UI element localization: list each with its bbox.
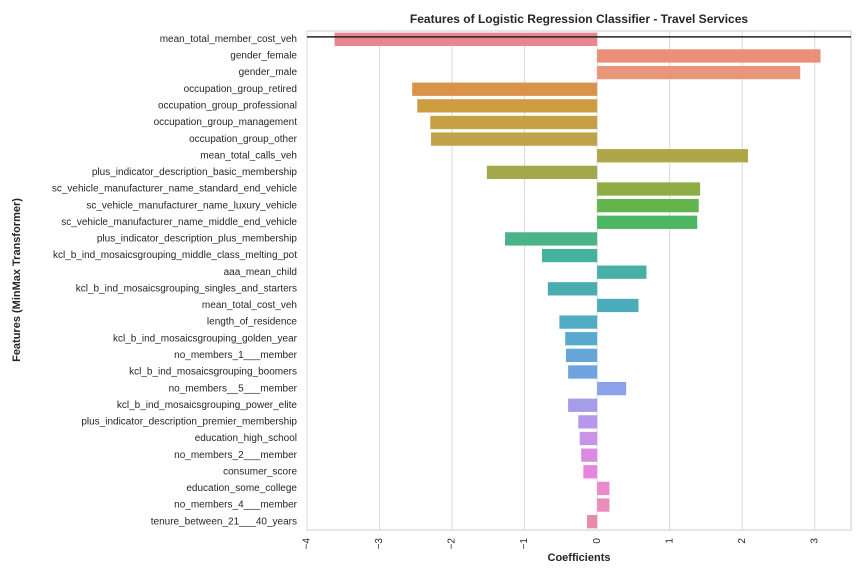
y-tick-label: education_high_school (195, 433, 297, 444)
bar (542, 248, 598, 263)
y-tick-label: gender_male (239, 67, 298, 78)
y-tick-label: kcl_b_ind_mosaicsgrouping_power_elite (117, 400, 298, 411)
y-tick-label: consumer_score (223, 466, 297, 477)
bar (334, 32, 598, 46)
x-tick-label: −2 (447, 538, 458, 550)
y-tick-label: plus_indicator_description_plus_membersh… (97, 234, 298, 245)
bar (597, 182, 701, 196)
x-tick-label: 2 (737, 538, 748, 544)
chart-title: Features of Logistic Regression Classifi… (410, 12, 748, 26)
bar (559, 315, 598, 329)
grid-layer (306, 30, 852, 531)
bar (579, 431, 598, 446)
bar (597, 215, 698, 229)
bar (583, 465, 598, 479)
bar (597, 198, 699, 213)
x-tick-label: 0 (592, 538, 603, 544)
y-tick-label: sc_vehicle_manufacturer_name_standard_en… (52, 184, 298, 195)
y-tick-label: education_some_college (186, 483, 297, 494)
y-tick-label: plus_indicator_description_basic_members… (92, 167, 298, 178)
y-tick-label: mean_total_member_cost_veh (160, 34, 297, 45)
y-tick-label: kcl_b_ind_mosaicsgrouping_singles_and_st… (76, 283, 297, 294)
y-tick-label: occupation_group_professional (158, 100, 297, 111)
bar (597, 298, 639, 313)
bar (417, 99, 598, 113)
y-tick-label: kcl_b_ind_mosaicsgrouping_boomers (129, 367, 297, 378)
x-tick-label: 3 (809, 538, 820, 544)
y-tick-label: no_members__5___member (169, 383, 298, 394)
bar (430, 115, 598, 130)
bar (581, 448, 598, 462)
bar (568, 365, 598, 379)
bar (597, 49, 821, 63)
y-tick-label: plus_indicator_description_premier_membe… (81, 417, 297, 428)
bar (565, 332, 598, 346)
y-tick-label: occupation_group_management (154, 117, 298, 128)
bar (597, 265, 647, 279)
x-tick-label: −1 (519, 538, 530, 550)
x-axis-title: Coefficients (548, 552, 611, 564)
axis-layer: −4 −3 −2 −1 0 1 2 3 mean_total_member_cost_vehge… (52, 34, 821, 549)
bar (597, 381, 627, 396)
bar (505, 232, 598, 246)
y-tick-label: sc_vehicle_manufacturer_name_luxury_vehi… (86, 200, 297, 211)
y-tick-label: aaa_mean_child (224, 267, 297, 278)
y-tick-label: mean_total_calls_veh (200, 150, 297, 161)
bar (597, 481, 610, 496)
y-tick-label: length_of_residence (207, 317, 298, 328)
bar (578, 415, 598, 429)
y-axis-title: Features (MinMax Transformer) (11, 198, 23, 362)
bar (568, 398, 598, 412)
y-tick-label: no_members_4___member (174, 500, 298, 511)
bar (547, 282, 598, 296)
y-tick-label: sc_vehicle_manufacturer_name_middle_end_… (61, 217, 297, 228)
y-tick-label: occupation_group_other (189, 134, 298, 145)
bar (597, 149, 749, 163)
bar (597, 65, 801, 80)
y-tick-label: gender_female (230, 51, 297, 62)
x-tick-label: −3 (374, 538, 385, 550)
x-tick-label: 1 (664, 538, 675, 544)
bar (597, 498, 610, 512)
bar-layer (307, 32, 851, 529)
bar (486, 165, 598, 180)
bar (431, 132, 598, 146)
y-tick-label: tenure_between_21___40_years (151, 516, 297, 527)
bar (586, 515, 598, 529)
x-tick-label: −4 (302, 538, 313, 550)
y-tick-label: occupation_group_retired (184, 84, 297, 95)
y-tick-label: no_members_2___member (174, 450, 298, 461)
y-tick-label: kcl_b_ind_mosaicsgrouping_golden_year (113, 333, 298, 344)
y-tick-label: mean_total_cost_veh (202, 300, 297, 311)
y-tick-label: no_members_1___member (174, 350, 298, 361)
bar (412, 82, 598, 96)
y-tick-label: kcl_b_ind_mosaicsgrouping_middle_class_m… (53, 250, 297, 261)
bar (565, 348, 598, 363)
